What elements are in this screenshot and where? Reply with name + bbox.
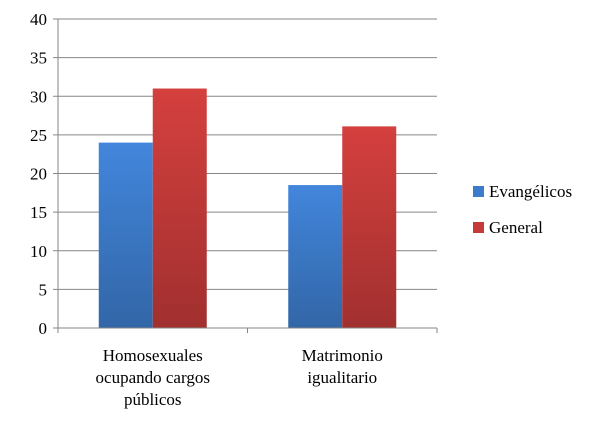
- x-category-label: Homosexuales ocupando cargos públicos: [96, 346, 210, 409]
- y-tick-label: 0: [39, 319, 48, 338]
- y-tick-label: 30: [30, 87, 47, 106]
- bar-evang-licos-0: [98, 142, 153, 328]
- legend-label: General: [489, 218, 543, 237]
- x-category-labels: Homosexuales ocupando cargos públicos Matri…: [96, 346, 383, 409]
- bar-general-0: [152, 88, 207, 329]
- y-tick-labels: 0 5 10 15 20 25 30 35 40: [30, 10, 47, 338]
- x-category-label: Matrimonio igualitario: [302, 346, 383, 387]
- y-tick-label: 15: [30, 203, 47, 222]
- legend-label: Evangélicos: [489, 182, 572, 201]
- legend: Evangélicos General: [473, 182, 572, 237]
- y-tick-label: 40: [30, 10, 47, 29]
- y-tick-label: 35: [30, 49, 47, 68]
- axes: [53, 18, 438, 333]
- y-tick-label: 25: [30, 126, 47, 145]
- y-tick-label: 20: [30, 165, 47, 184]
- y-tick-label: 5: [39, 280, 48, 299]
- bars: [98, 88, 397, 329]
- y-tick-label: 10: [30, 242, 47, 261]
- legend-swatch-general: [473, 222, 484, 233]
- bar-evang-licos-1: [288, 185, 343, 328]
- bar-general-1: [342, 126, 397, 328]
- legend-swatch-evang-licos: [473, 186, 484, 197]
